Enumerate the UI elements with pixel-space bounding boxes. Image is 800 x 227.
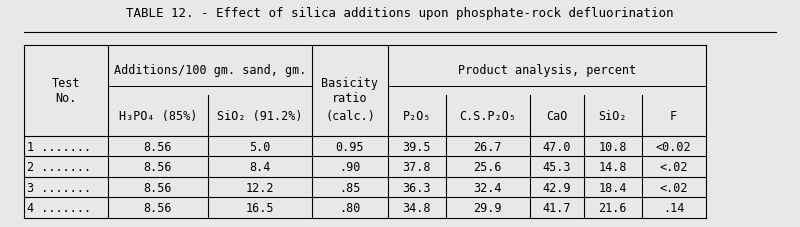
Text: 8.4: 8.4 [250,160,270,173]
Text: 41.7: 41.7 [542,201,571,214]
Text: F: F [670,109,677,122]
Text: (calc.): (calc.) [325,109,375,122]
Text: 14.8: 14.8 [598,160,627,173]
Text: 12.2: 12.2 [246,181,274,194]
Text: 37.8: 37.8 [402,160,431,173]
Text: 21.6: 21.6 [598,201,627,214]
Text: 47.0: 47.0 [542,140,571,153]
Text: 0.95: 0.95 [336,140,364,153]
Text: 25.6: 25.6 [474,160,502,173]
Text: <.02: <.02 [659,181,688,194]
Text: 8.56: 8.56 [144,140,172,153]
Text: .80: .80 [339,201,361,214]
Text: Product analysis, percent: Product analysis, percent [458,64,636,77]
Text: 18.4: 18.4 [598,181,627,194]
Text: <.02: <.02 [659,160,688,173]
Text: 8.56: 8.56 [144,201,172,214]
Text: 26.7: 26.7 [474,140,502,153]
Text: .14: .14 [663,201,684,214]
Text: CaO: CaO [546,109,567,122]
Text: .85: .85 [339,181,361,194]
Text: SiO₂ (91.2%): SiO₂ (91.2%) [218,109,302,122]
Text: 39.5: 39.5 [402,140,431,153]
Text: P₂O₅: P₂O₅ [402,109,431,122]
Text: Basicity
ratio: Basicity ratio [322,77,378,105]
Text: 1 .......: 1 ....... [27,140,91,153]
Text: 8.56: 8.56 [144,181,172,194]
Text: 16.5: 16.5 [246,201,274,214]
Text: C.S.P₂O₅: C.S.P₂O₅ [459,109,516,122]
Text: .90: .90 [339,160,361,173]
Text: 4 .......: 4 ....... [27,201,91,214]
Text: 42.9: 42.9 [542,181,571,194]
Text: 34.8: 34.8 [402,201,431,214]
Text: H₃PO₄ (85%): H₃PO₄ (85%) [119,109,197,122]
Text: 8.56: 8.56 [144,160,172,173]
Text: 10.8: 10.8 [598,140,627,153]
Text: SiO₂: SiO₂ [598,109,627,122]
Text: 36.3: 36.3 [402,181,431,194]
Text: 2 .......: 2 ....... [27,160,91,173]
Text: <0.02: <0.02 [656,140,691,153]
Text: 5.0: 5.0 [250,140,270,153]
Text: Test
No.: Test No. [52,77,80,105]
Text: 32.4: 32.4 [474,181,502,194]
Text: Additions/100 gm. sand, gm.: Additions/100 gm. sand, gm. [114,64,306,77]
Text: 29.9: 29.9 [474,201,502,214]
Text: 45.3: 45.3 [542,160,571,173]
Text: 3 .......: 3 ....... [27,181,91,194]
Text: TABLE 12. - Effect of silica additions upon phosphate-rock defluorination: TABLE 12. - Effect of silica additions u… [126,7,674,20]
